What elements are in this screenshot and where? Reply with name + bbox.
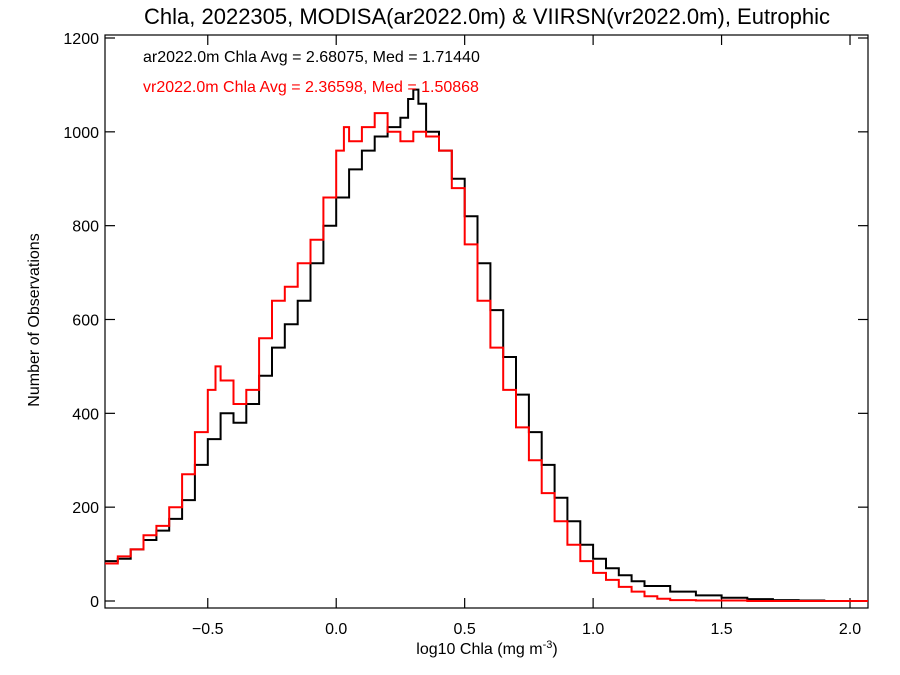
- x-tick-label: 1.5: [710, 621, 732, 638]
- chart-title: Chla, 2022305, MODISA(ar2022.0m) & VIIRS…: [144, 4, 830, 29]
- x-axis-label-sup: -3: [543, 639, 553, 651]
- series-ar2022-line: [105, 88, 868, 602]
- x-tick-label: 2.0: [839, 621, 861, 638]
- x-axis-label-main: log10 Chla (mg m: [416, 641, 542, 658]
- plot-frame: [104, 34, 869, 609]
- x-tick-label: 0.5: [454, 621, 476, 638]
- x-tick-label: −0.5: [192, 621, 224, 638]
- y-tick-label: 400: [72, 406, 99, 423]
- y-tick-label: 200: [72, 500, 99, 517]
- series-layer: [105, 88, 868, 602]
- y-tick-label: 800: [72, 219, 99, 236]
- x-tick-label: 1.0: [582, 621, 604, 638]
- annotation-vr2022: vr2022.0m Chla Avg = 2.36598, Med = 1.50…: [143, 79, 479, 96]
- x-axis-label-close: ): [552, 641, 557, 658]
- y-tick-label: 600: [72, 313, 99, 330]
- x-axis-label: log10 Chla (mg m-3): [416, 639, 557, 658]
- x-tick-label: 0.0: [325, 621, 347, 638]
- y-axis: 0 200 400 600 800 1000 1200: [63, 31, 868, 611]
- series-vr2022-line: [105, 112, 868, 602]
- x-axis: −0.5 0.0 0.5 1.0 1.5 2.0: [192, 35, 861, 638]
- y-tick-label: 1200: [63, 31, 99, 48]
- y-axis-label: Number of Observations: [26, 233, 43, 406]
- y-tick-label: 0: [90, 594, 99, 611]
- annotation-ar2022: ar2022.0m Chla Avg = 2.68075, Med = 1.71…: [143, 49, 480, 66]
- y-tick-label: 1000: [63, 125, 99, 142]
